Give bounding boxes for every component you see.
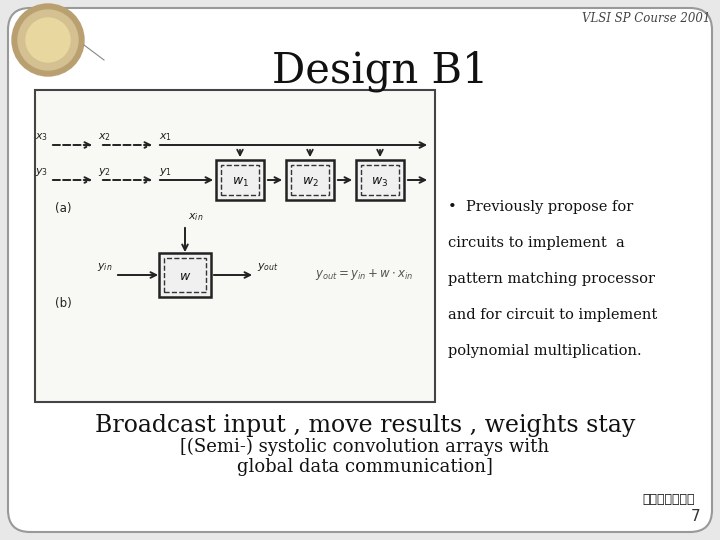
FancyBboxPatch shape bbox=[286, 160, 334, 200]
Text: $x_2$: $x_2$ bbox=[98, 131, 111, 143]
FancyBboxPatch shape bbox=[35, 90, 435, 402]
FancyBboxPatch shape bbox=[356, 160, 404, 200]
Text: $w$: $w$ bbox=[179, 271, 191, 284]
Text: polynomial multiplication.: polynomial multiplication. bbox=[448, 344, 642, 358]
FancyBboxPatch shape bbox=[8, 8, 712, 532]
Text: and for circuit to implement: and for circuit to implement bbox=[448, 308, 657, 322]
FancyBboxPatch shape bbox=[216, 160, 264, 200]
Text: •  Previously propose for: • Previously propose for bbox=[448, 200, 634, 214]
Text: $x_1$: $x_1$ bbox=[159, 131, 172, 143]
Text: $w_1$: $w_1$ bbox=[232, 176, 248, 188]
Text: Design B1: Design B1 bbox=[272, 50, 488, 92]
Text: (b): (b) bbox=[55, 297, 72, 310]
Circle shape bbox=[18, 10, 78, 70]
Text: $w_3$: $w_3$ bbox=[372, 176, 389, 188]
Text: $y_{out} = y_{in} + w \cdot x_{in}$: $y_{out} = y_{in} + w \cdot x_{in}$ bbox=[315, 267, 413, 282]
Text: pattern matching processor: pattern matching processor bbox=[448, 272, 655, 286]
Text: $y_{out}$: $y_{out}$ bbox=[257, 261, 279, 273]
Text: [(Semi-) systolic convolution arrays with: [(Semi-) systolic convolution arrays wit… bbox=[181, 438, 549, 456]
Text: $y_2$: $y_2$ bbox=[98, 166, 111, 178]
Text: VLSI SP Course 2001: VLSI SP Course 2001 bbox=[582, 12, 710, 25]
FancyBboxPatch shape bbox=[361, 165, 399, 195]
Text: $w_2$: $w_2$ bbox=[302, 176, 318, 188]
Text: $y_{in}$: $y_{in}$ bbox=[96, 261, 112, 273]
FancyBboxPatch shape bbox=[291, 165, 329, 195]
FancyBboxPatch shape bbox=[159, 253, 211, 297]
Text: $y_1$: $y_1$ bbox=[159, 166, 172, 178]
Text: (a): (a) bbox=[55, 202, 71, 215]
Text: $y_3$: $y_3$ bbox=[35, 166, 48, 178]
Text: circuits to implement  a: circuits to implement a bbox=[448, 236, 625, 250]
Text: global data communication]: global data communication] bbox=[237, 458, 493, 476]
Circle shape bbox=[12, 4, 84, 76]
Text: Broadcast input , move results , weights stay: Broadcast input , move results , weights… bbox=[95, 414, 635, 437]
Circle shape bbox=[26, 18, 70, 62]
FancyBboxPatch shape bbox=[221, 165, 259, 195]
Text: $x_{in}$: $x_{in}$ bbox=[188, 211, 204, 223]
FancyBboxPatch shape bbox=[164, 258, 206, 292]
Text: 台大電機系安宇: 台大電機系安宇 bbox=[642, 493, 695, 506]
Text: $x_3$: $x_3$ bbox=[35, 131, 48, 143]
Text: 7: 7 bbox=[690, 509, 700, 524]
